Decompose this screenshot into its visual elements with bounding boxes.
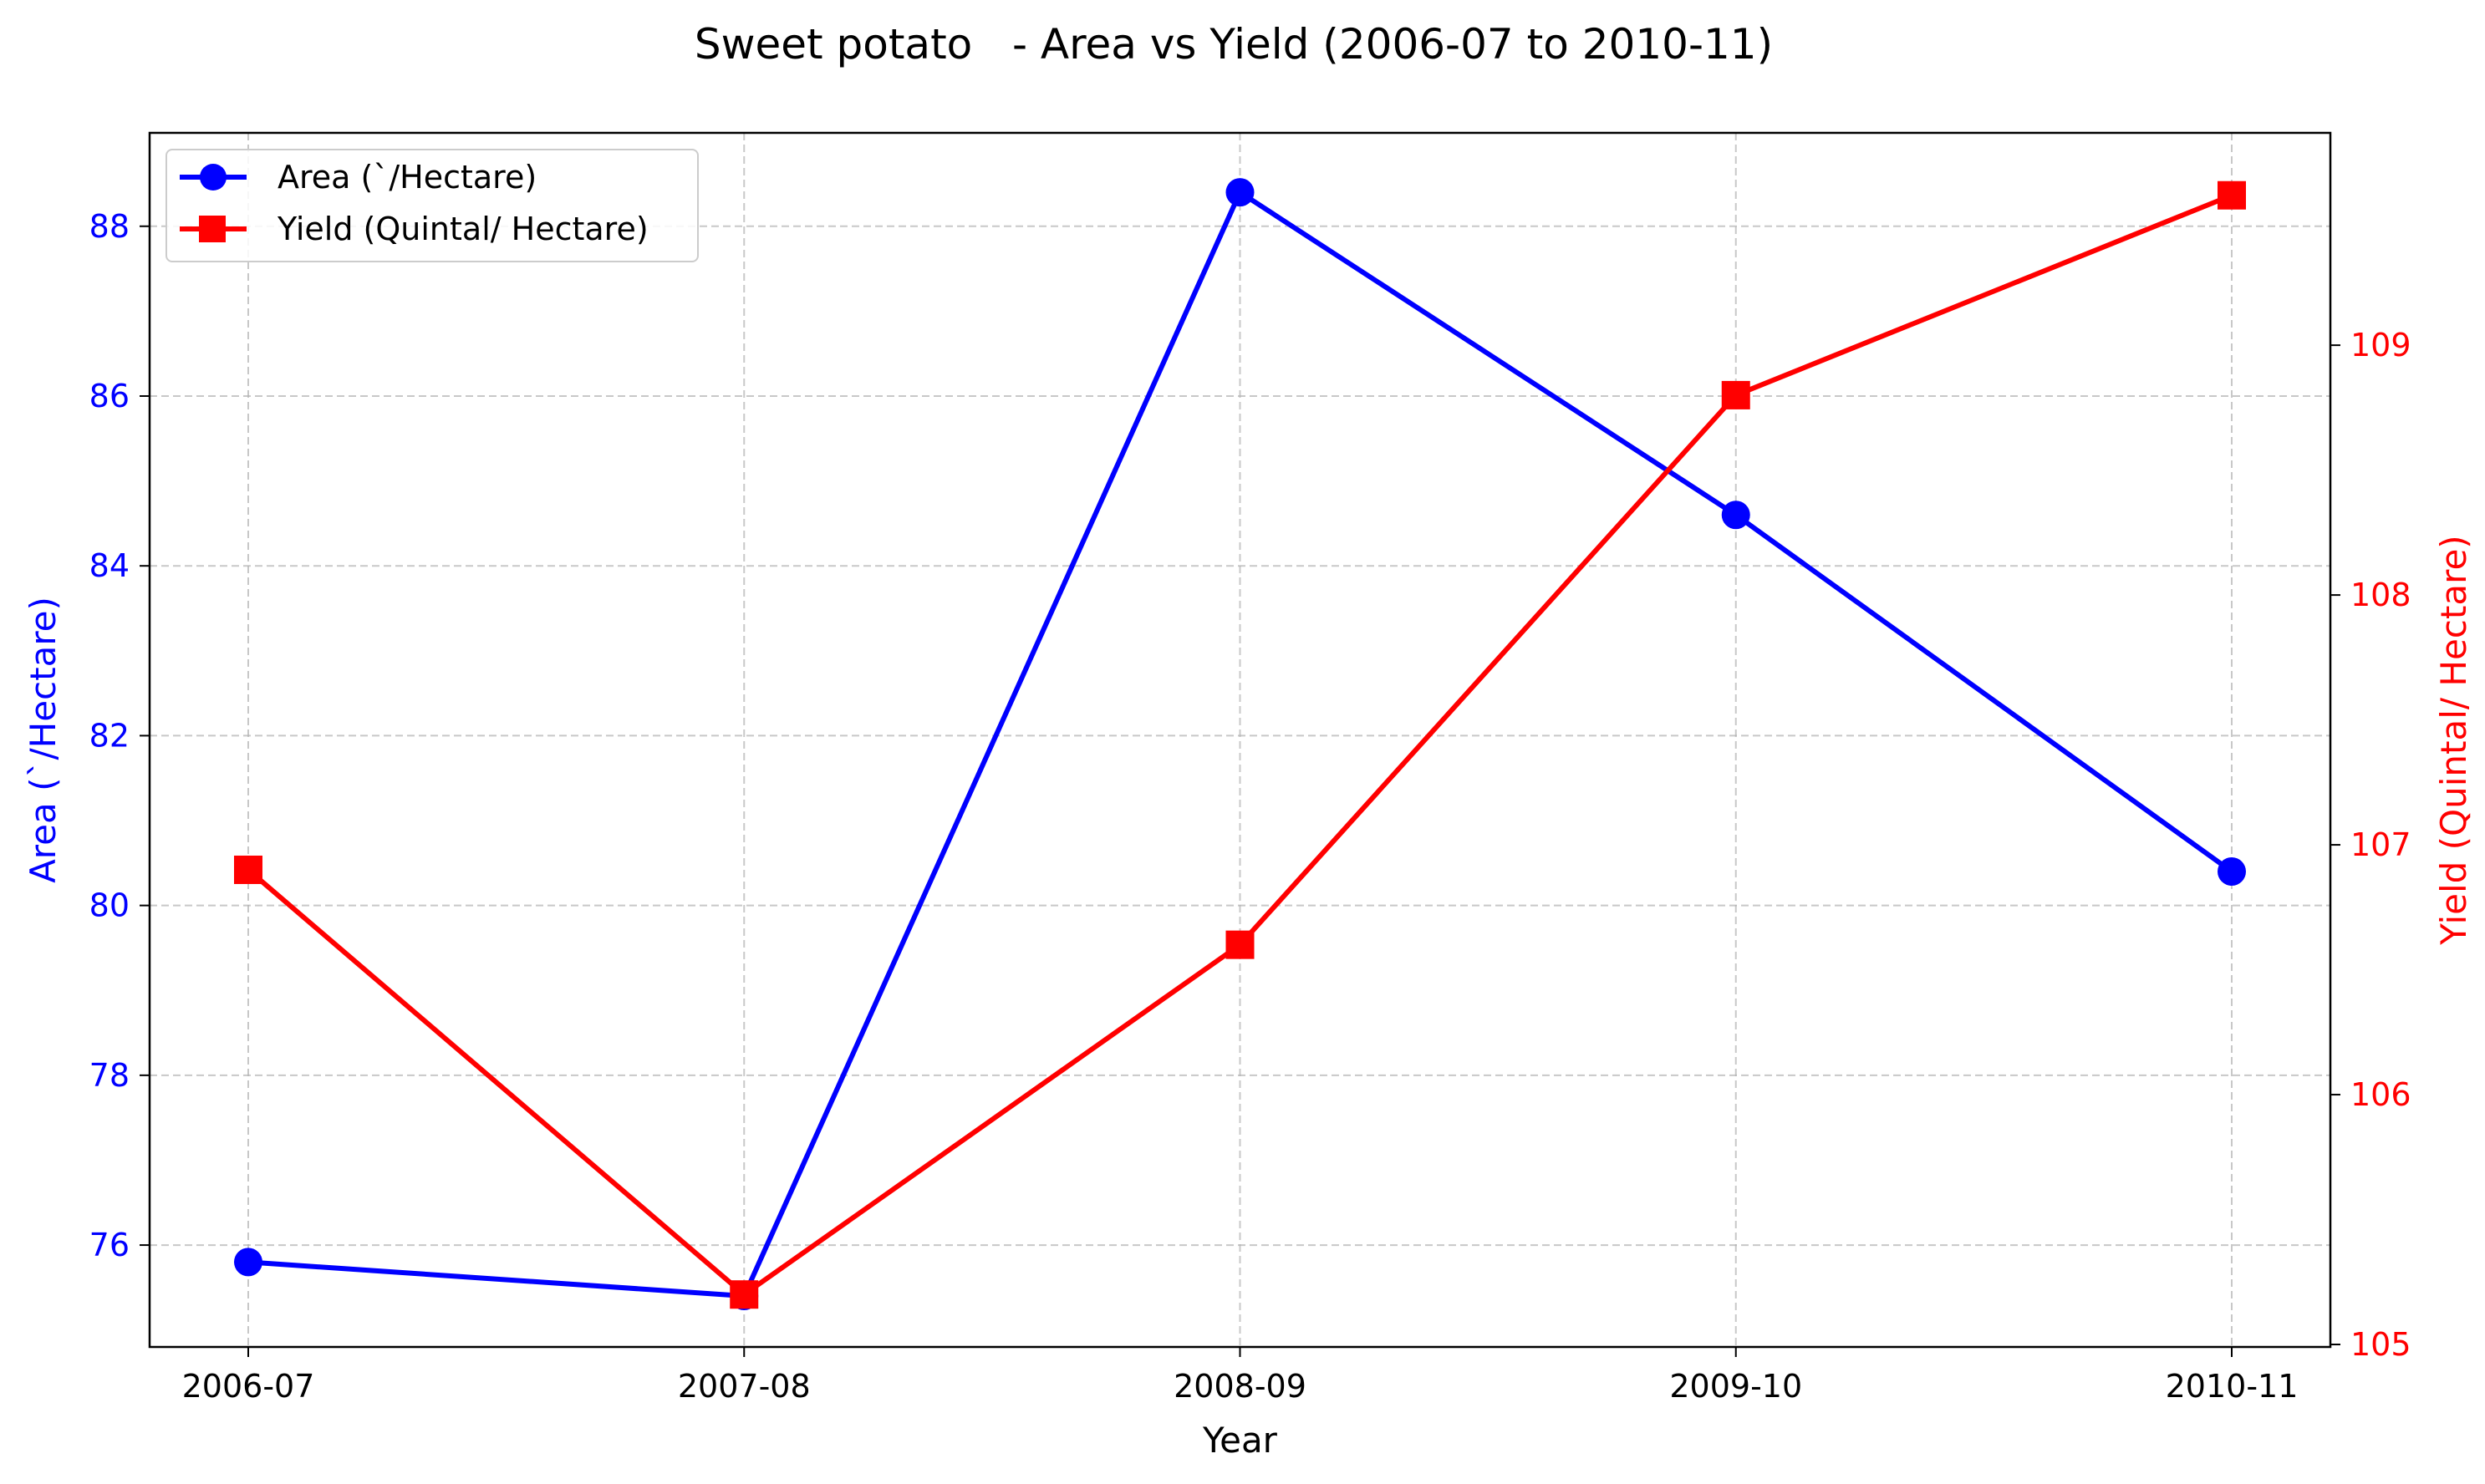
y-right-tick-label: 105 [2350,1326,2411,1363]
y-right-tick-label: 106 [2350,1076,2411,1113]
x-tick-label: 2008-09 [1174,1368,1306,1405]
data-point [1721,380,1750,409]
data-point [1225,930,1255,959]
y-right-axis-label: Yield (Quintal/ Hectare) [2433,535,2474,945]
y-left-tick-label: 82 [89,717,130,754]
legend-marker [199,216,226,242]
data-point [2218,180,2246,210]
data-point [1721,501,1750,530]
legend-label: Area (`/Hectare) [278,159,537,196]
data-point [2218,856,2246,886]
y-right-tick-label: 109 [2350,327,2411,363]
x-tick-label: 2009-10 [1669,1368,1802,1405]
y-left-axis-label: Area (`/Hectare) [23,597,64,883]
series-layer [234,178,2246,1311]
data-point [234,1248,262,1277]
legend-marker [200,164,227,191]
y-left-tick-label: 86 [89,378,130,414]
legend-box [165,149,699,262]
x-tick-label: 2006-07 [182,1368,315,1405]
y-left-tick-label: 80 [89,887,130,924]
y-left-tick-label: 84 [89,547,130,584]
chart-title: Sweet potato - Area vs Yield (2006-07 to… [695,20,1773,69]
legend: Area (`/Hectare) Yield (Quintal/ Hectare) [165,149,699,262]
y-right-tick-label: 108 [2350,577,2411,613]
x-tick-label: 2010-11 [2166,1368,2299,1405]
data-point [1225,178,1255,207]
data-point [234,855,262,884]
y-left-tick-label: 78 [89,1057,130,1094]
x-tick-label: 2007-08 [678,1368,811,1405]
y-left-tick-label: 76 [89,1227,130,1263]
grid [150,133,2330,1347]
axes: 2006-07 2007-08 2008-09 2009-10 2010-11 76 78 8… [89,208,2411,1405]
data-point [730,1280,759,1309]
x-axis-label: Year [1202,1420,1278,1461]
legend-label: Yield (Quintal/ Hectare) [277,211,649,247]
y-right-tick-label: 107 [2350,826,2411,863]
y-left-tick-label: 88 [89,208,130,245]
